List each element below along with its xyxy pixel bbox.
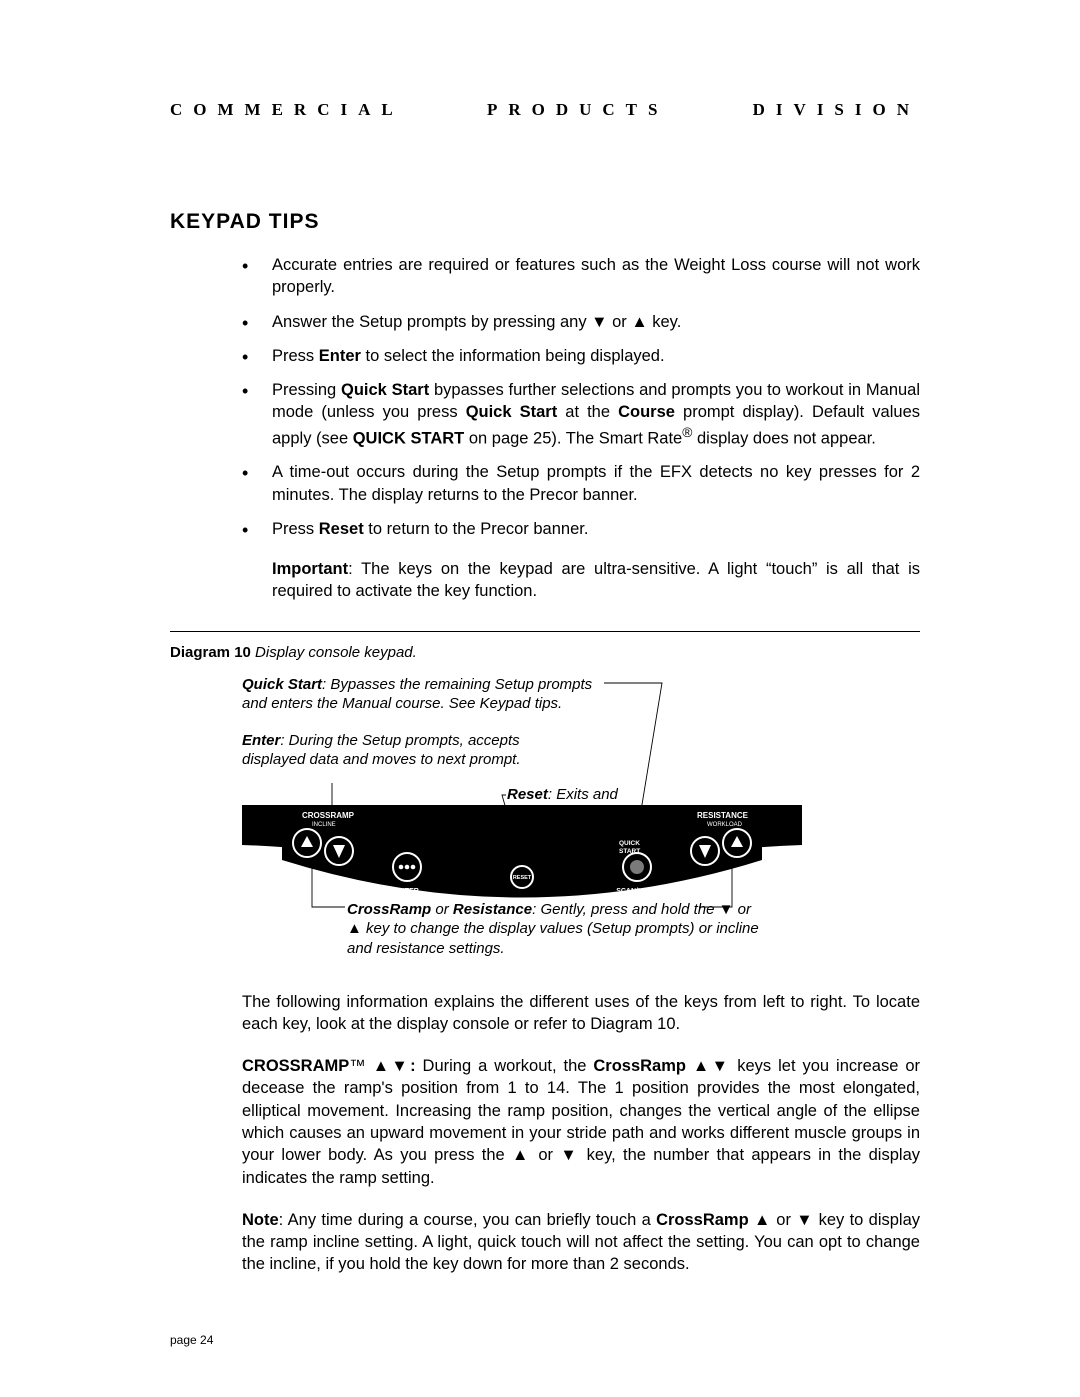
label-resistance: RESISTANCE: [697, 811, 749, 820]
list-item: Accurate entries are required or feature…: [242, 254, 920, 299]
callout-crossramp-resistance: CrossRamp or Resistance: Gently, press a…: [347, 900, 767, 959]
page-header: COMMERCIAL PRODUCTS DIVISION: [170, 100, 920, 120]
label-crossramp: CROSSRAMP: [302, 811, 355, 820]
list-item: Pressing Quick Start bypasses further se…: [242, 379, 920, 449]
body-para-crossramp: CROSSRAMP™ ▲▼: During a workout, the Cro…: [242, 1055, 920, 1189]
label-scanhold: SCAN/HOLD: [616, 888, 658, 895]
body-para-intro: The following information explains the d…: [242, 991, 920, 1036]
section-title: KEYPAD TIPS: [170, 210, 920, 234]
callout-enter: Enter: During the Setup prompts, accepts…: [242, 731, 542, 770]
list-item: Press Enter to select the information be…: [242, 345, 920, 367]
list-item: Answer the Setup prompts by pressing any…: [242, 311, 920, 333]
label-incline: INCLINE: [312, 822, 336, 828]
body-para-note: Note: Any time during a course, you can …: [242, 1209, 920, 1276]
important-note: Important: The keys on the keypad are ul…: [272, 558, 920, 603]
diagram-number: Diagram 10: [170, 644, 251, 661]
diagram-keypad: Quick Start: Bypasses the remaining Setu…: [242, 675, 802, 975]
label-reset: RESET: [513, 875, 532, 881]
keypad-tips-list: Accurate entries are required or feature…: [242, 254, 920, 540]
divider: [170, 631, 920, 632]
diagram-caption: Diagram 10 Display console keypad.: [170, 644, 920, 661]
list-item: A time-out occurs during the Setup promp…: [242, 461, 920, 506]
callout-quick-start: Quick Start: Bypasses the remaining Setu…: [242, 675, 602, 714]
page-number: page 24: [170, 1333, 213, 1347]
keypad-panel: CROSSRAMP INCLINE RESISTANCE WORKLOAD: [242, 805, 802, 890]
label-quick: QUICK: [619, 840, 640, 847]
list-item: Press Reset to return to the Precor bann…: [242, 518, 920, 540]
label-workload: WORKLOAD: [707, 822, 743, 828]
label-enter: ENTER: [395, 888, 419, 895]
diagram-title: Display console keypad.: [251, 644, 417, 661]
